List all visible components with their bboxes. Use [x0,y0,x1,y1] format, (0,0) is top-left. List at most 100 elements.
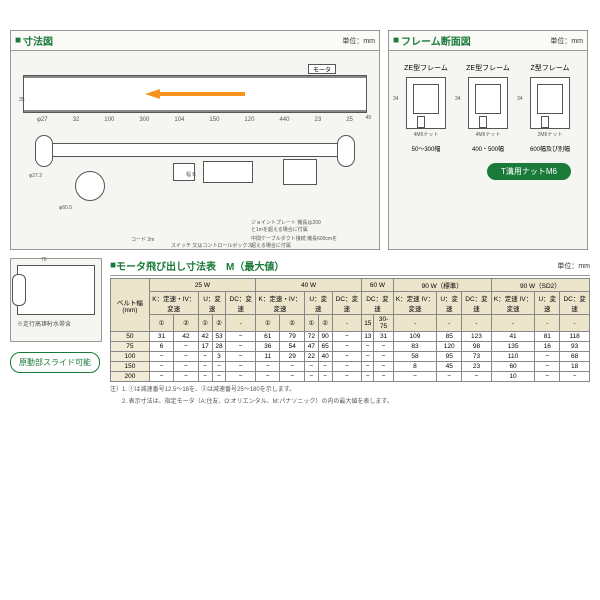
data-cell: − [304,372,318,382]
side-dim-w: 103 [41,321,49,327]
data-cell: 23 [462,362,492,372]
dimensional-title: 寸法図 [23,33,53,48]
cable-note: 中間ケーブルダクト接続 機長600cmを超える場合に付属 [251,235,341,249]
dim: 150 [209,117,219,123]
data-cell: − [149,372,173,382]
data-cell: 65 [318,342,332,352]
cross-section-diagram: ZE型フレーム 34 4M6ナット 50～300幅 ZE型フレーム 34 4M6… [389,51,587,251]
t-slot-nut-button[interactable]: T溝用ナットM6 [487,163,571,180]
col: K：定速・IV：変速 [149,292,198,315]
data-cell: 58 [393,352,437,362]
data-cell: 83 [393,342,437,352]
data-cell: − [174,342,198,352]
frame-range: 50～300幅 [398,144,454,153]
data-cell: − [332,352,362,362]
col: DC：変速 [560,292,590,315]
subhead-cell: ① [198,315,212,332]
col: U：変速 [535,292,560,315]
subhead-cell: ② [174,315,198,332]
data-cell: − [198,372,212,382]
data-cell: − [462,372,492,382]
table-note-2: 2. 表示寸法は、指定モータ（A:住友、O:オリエンタル、M:パナソニック）の内… [110,398,590,406]
belt-width-cell: 75 [111,342,150,352]
data-cell: − [149,362,173,372]
belt-width-cell: 150 [111,362,150,372]
top-frame [43,143,347,157]
subhead-cell: ‐ [226,315,256,332]
frame-shape-icon: 34 [530,77,570,129]
subhead-cell: ① [256,315,280,332]
data-cell: − [226,362,256,372]
data-cell: 11 [256,352,280,362]
data-cell: 31 [149,332,173,342]
col: U：変速 [198,292,226,315]
data-cell: − [332,332,362,342]
small-circle-dia: φ27.2 [29,173,42,179]
frame-label: ZE型フレーム [460,63,516,73]
data-cell: 40 [318,352,332,362]
data-cell: − [332,362,362,372]
subhead-cell: 15 [362,315,374,332]
dim: 440 [279,117,289,123]
data-cell: 118 [560,332,590,342]
big-circle-dia: φ60.5 [59,205,72,211]
data-cell: 73 [462,352,492,362]
data-cell: 61 [256,332,280,342]
data-cell: − [437,372,462,382]
cross-section-unit: 単位：mm [550,36,583,46]
data-cell: − [149,352,173,362]
data-cell: − [226,372,256,382]
data-cell: 22 [304,352,318,362]
data-cell: 28 [212,342,226,352]
roller-left [35,135,53,167]
data-cell: − [212,362,226,372]
data-cell: 8 [393,362,437,372]
data-cell: − [362,372,374,382]
data-cell: 42 [198,332,212,342]
data-cell: − [374,342,393,352]
motor-projection-table: ベルト幅 (mm) 25 W 40 W 60 W 90 W（標準） 90 W（S… [110,278,590,382]
data-cell: 36 [256,342,280,352]
data-cell: 41 [491,332,535,342]
table-title: モータ飛び出し寸法表 M（最大値） [116,258,284,273]
width-b: 幅 B [186,171,196,178]
frame-range: 400・500幅 [460,144,516,153]
data-cell: 42 [174,332,198,342]
data-cell: − [535,362,560,372]
data-cell: 45 [437,362,462,372]
subhead-cell: ‐ [535,315,560,332]
side-diagram-col: 70 103 ※走行高さ分水帯含 原動部スライド可能 [10,258,102,407]
table-row-wattage: ベルト幅 (mm) 25 W 40 W 60 W 90 W（標準） 90 W（S… [111,279,590,292]
data-cell: − [318,362,332,372]
table-row: 200−−−−−−−−−−−−−−−10−− [111,372,590,382]
subhead-cell: ‐ [462,315,492,332]
side-inner [17,265,95,315]
table-row-subhead: ①②①②‐①②①②‐1530-75‐‐‐‐‐‐ [111,315,590,332]
data-cell: 31 [374,332,393,342]
col: K：定速 IV：変速 [491,292,535,315]
col: DC：変速 [362,292,394,315]
data-cell: − [374,372,393,382]
data-cell: 135 [491,342,535,352]
nut-label: 4M6ナット [460,131,516,138]
subhead-cell: ① [304,315,318,332]
frame-shape-icon: 34 [406,77,446,129]
data-cell: 54 [280,342,304,352]
conveyor-side-view: モータ [23,75,367,113]
data-cell: 123 [462,332,492,342]
data-cell: − [280,372,304,382]
direction-arrow-icon [145,89,245,99]
drive-slide-button[interactable]: 原動部スライド可能 [10,352,100,373]
frame-type-3: Z型フレーム 34 2M6ナット 600幅及び別幅 [522,63,578,153]
data-cell: − [226,352,256,362]
subhead-cell: ‐ [437,315,462,332]
data-cell: − [362,352,374,362]
control-note: スイッチ 又はコントロールボックス [171,242,252,249]
data-cell: − [374,362,393,372]
frame-range: 600幅及び別幅 [522,144,578,153]
data-cell: 18 [560,362,590,372]
col: K：定速・IV：変速 [256,292,305,315]
table-row-speedtype: K：定速・IV：変速 U：変速 DC：変速 K：定速・IV：変速 U：変速 DC… [111,292,590,315]
data-cell: − [362,342,374,352]
data-cell: 3 [212,352,226,362]
